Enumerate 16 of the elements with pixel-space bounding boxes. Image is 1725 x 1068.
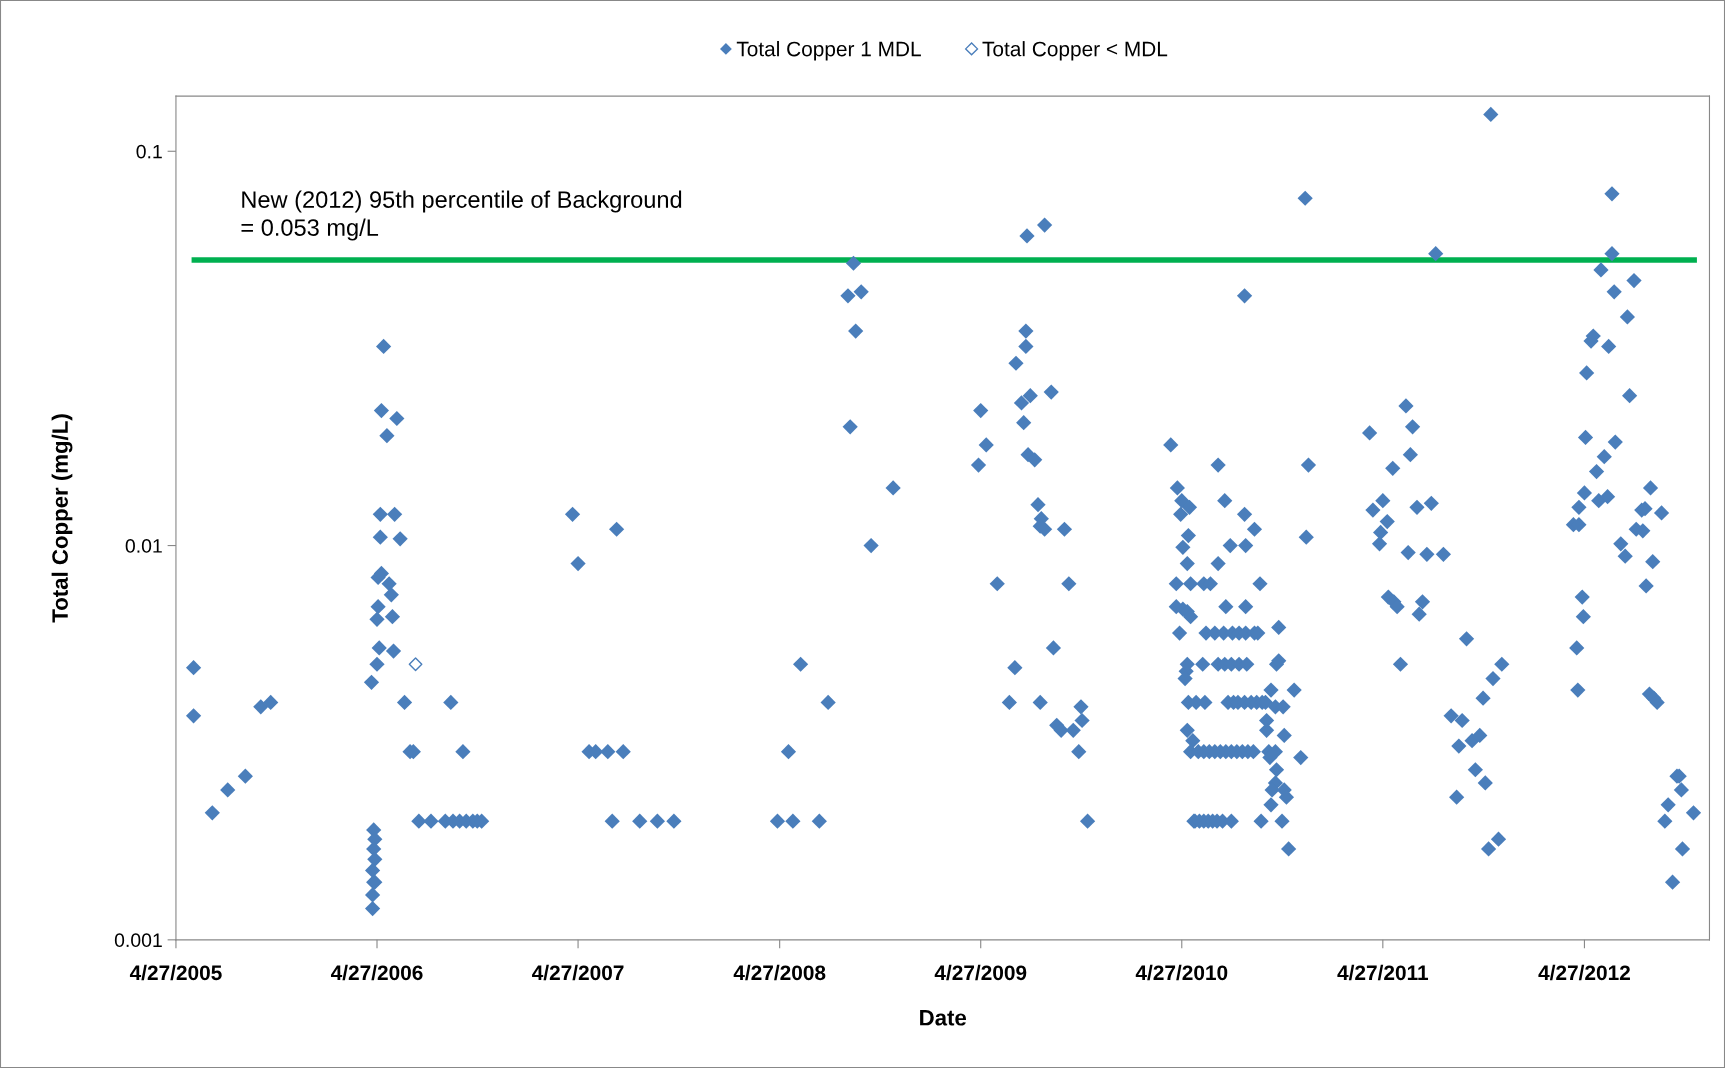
y-axis-title: Total Copper (mg/L) <box>51 414 73 623</box>
x-tick-label: 4/27/2012 <box>1538 964 1630 981</box>
x-tick-label: 4/27/2009 <box>934 964 1027 981</box>
legend-label: Total Copper 1 MDL <box>736 41 921 61</box>
x-tick-label: 4/27/2006 <box>330 964 423 981</box>
x-axis-title: Date <box>920 1010 967 1026</box>
y-tick-label: 0.001 <box>114 933 162 948</box>
x-tick-label: 4/27/2005 <box>129 964 222 981</box>
x-tick-label: 4/27/2007 <box>532 964 624 981</box>
x-tick-label: 4/27/2010 <box>1135 964 1228 981</box>
legend-label: Total Copper < MDL <box>982 41 1168 61</box>
x-tick-label: 4/27/2011 <box>1337 964 1429 981</box>
y-tick-label: 0.01 <box>125 539 162 553</box>
ref-line-label: New (2012) 95th percentile of Background = 0.053 mg/L <box>241 190 682 241</box>
x-tick-label: 4/27/2008 <box>733 964 826 981</box>
y-tick-label: 0.1 <box>136 144 162 159</box>
